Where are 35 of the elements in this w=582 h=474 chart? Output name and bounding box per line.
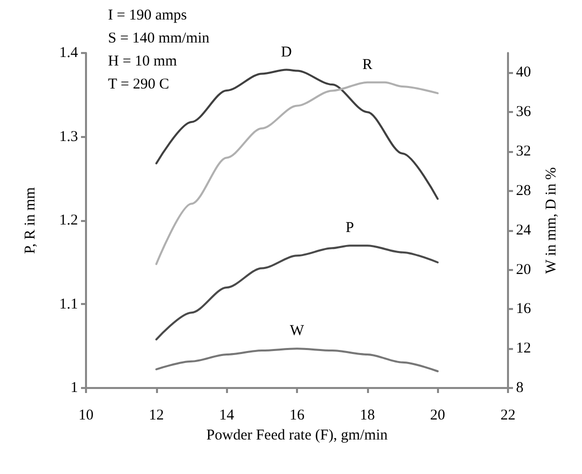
y-tick-label: 1.3: [59, 128, 78, 145]
y2-tick-label: 24: [516, 222, 532, 238]
y-tick-label: 1.2: [59, 212, 78, 228]
line-series: [155, 244, 439, 340]
x-tick-label: 20: [430, 408, 446, 424]
text: I = 190 amps: [108, 8, 188, 24]
y2-tick-label: 16: [516, 301, 532, 318]
x-tick-label: 16: [290, 408, 305, 424]
series-label: W: [290, 323, 305, 340]
x-axis-title: Powder Feed rate (F), gm/min: [206, 428, 388, 444]
y2-tick-label: 28: [516, 182, 531, 199]
x-tick-label: 22: [500, 408, 516, 424]
text: S = 140 mm/min: [108, 30, 210, 46]
y-axis-title: P, R in mm: [22, 186, 38, 254]
annotation: T = 290 C: [108, 76, 170, 92]
line-series: [155, 68, 439, 200]
series-label: D: [281, 44, 292, 60]
line-series: [155, 348, 439, 372]
y2-tick-label: 8: [516, 380, 524, 396]
y-tick-label: 1.4: [59, 45, 78, 61]
x-tick-label: 18: [360, 408, 375, 424]
y2-tick-label: 40: [516, 64, 531, 81]
y-tick-label: 1: [70, 380, 78, 396]
series-label: R: [362, 56, 372, 73]
y2-tick-label: 32: [516, 144, 531, 160]
y2-tick-label: 20: [516, 262, 531, 278]
annotation: H = 10 mm: [108, 54, 178, 70]
y2-tick-label: 36: [516, 104, 532, 120]
series-label: P: [346, 220, 354, 236]
x-tick-label: 14: [219, 408, 235, 424]
x-tick-label: 12: [148, 408, 164, 424]
x-tick-label: 10: [78, 408, 94, 424]
y2-axis-title: W in mm, D in %: [544, 167, 560, 274]
y2-tick-label: 12: [516, 340, 531, 357]
y-tick-label: 1.1: [59, 296, 78, 312]
